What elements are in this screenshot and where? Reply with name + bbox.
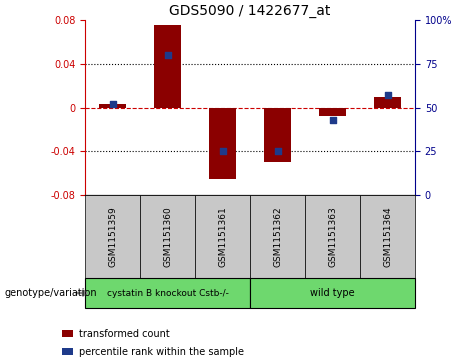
Text: wild type: wild type bbox=[310, 288, 355, 298]
Text: GSM1151363: GSM1151363 bbox=[328, 206, 337, 267]
Text: GSM1151359: GSM1151359 bbox=[108, 206, 117, 267]
Text: GSM1151360: GSM1151360 bbox=[163, 206, 172, 267]
Text: percentile rank within the sample: percentile rank within the sample bbox=[78, 347, 243, 357]
Bar bbox=[140, 195, 195, 278]
Point bbox=[329, 117, 336, 123]
Bar bbox=[154, 25, 181, 107]
Text: GSM1151361: GSM1151361 bbox=[218, 206, 227, 267]
Bar bbox=[209, 107, 236, 179]
Text: transformed count: transformed count bbox=[78, 329, 169, 339]
Point bbox=[384, 92, 391, 98]
Bar bbox=[99, 104, 126, 107]
Point bbox=[219, 148, 226, 154]
Bar bbox=[85, 195, 140, 278]
Bar bbox=[250, 195, 305, 278]
Text: GSM1151362: GSM1151362 bbox=[273, 206, 282, 267]
Bar bbox=[264, 107, 291, 162]
Bar bbox=[360, 195, 415, 278]
Text: GSM1151364: GSM1151364 bbox=[383, 206, 392, 267]
Bar bbox=[195, 195, 250, 278]
Bar bbox=[374, 97, 401, 107]
Bar bbox=[250, 278, 415, 308]
Title: GDS5090 / 1422677_at: GDS5090 / 1422677_at bbox=[169, 4, 331, 17]
Point bbox=[164, 52, 171, 58]
Point bbox=[109, 101, 116, 107]
Text: cystatin B knockout Cstb-/-: cystatin B knockout Cstb-/- bbox=[106, 289, 229, 298]
Text: genotype/variation: genotype/variation bbox=[5, 288, 97, 298]
Bar bbox=[62, 330, 73, 337]
Point bbox=[274, 148, 281, 154]
Bar bbox=[319, 107, 346, 116]
Bar bbox=[305, 195, 360, 278]
Bar bbox=[85, 278, 250, 308]
Bar bbox=[62, 348, 73, 355]
